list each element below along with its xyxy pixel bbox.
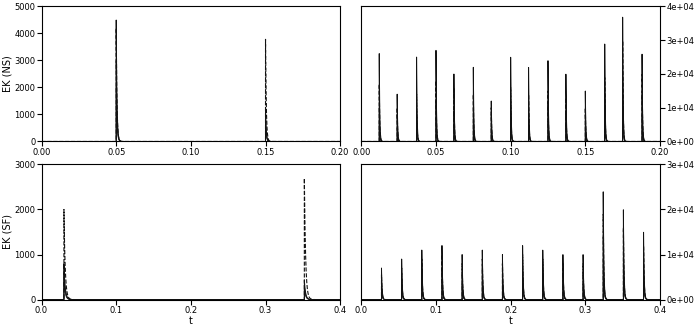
X-axis label: t: t (189, 316, 193, 326)
X-axis label: t: t (509, 316, 512, 326)
Y-axis label: EK (NS): EK (NS) (3, 56, 13, 92)
Y-axis label: EK (SF): EK (SF) (3, 215, 13, 249)
